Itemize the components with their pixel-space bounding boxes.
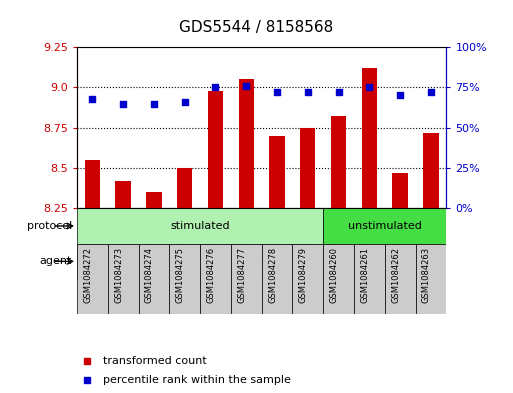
Bar <box>115 181 131 208</box>
Text: GSM1084263: GSM1084263 <box>422 213 431 268</box>
Text: GSM1084276: GSM1084276 <box>206 247 215 303</box>
Text: GSM1084261: GSM1084261 <box>360 213 369 268</box>
Bar <box>362 68 377 208</box>
Text: GSM1084276: GSM1084276 <box>206 213 215 268</box>
Point <box>150 100 158 107</box>
Text: GSM1084261: GSM1084261 <box>360 247 369 303</box>
Text: GSM1084262: GSM1084262 <box>391 247 400 303</box>
Bar <box>77 244 200 279</box>
Bar <box>200 244 231 314</box>
Bar <box>177 168 192 208</box>
Text: GSM1084260: GSM1084260 <box>329 213 339 268</box>
Text: GSM1084279: GSM1084279 <box>299 213 308 268</box>
Bar <box>416 244 446 314</box>
Point <box>181 99 189 105</box>
Text: transformed count: transformed count <box>103 356 206 366</box>
Point <box>119 100 127 107</box>
Bar <box>323 208 446 244</box>
Point <box>334 89 343 95</box>
Bar <box>108 244 139 314</box>
Bar <box>331 116 346 208</box>
Text: GSM1084260: GSM1084260 <box>329 247 339 303</box>
Point <box>427 89 435 95</box>
Point <box>396 92 404 99</box>
Text: GSM1084277: GSM1084277 <box>237 247 246 303</box>
Text: stimulated: stimulated <box>170 221 230 231</box>
Bar <box>269 136 285 208</box>
Text: unstimulated: unstimulated <box>348 221 422 231</box>
Text: control: control <box>365 256 404 266</box>
Bar <box>300 128 315 208</box>
Bar <box>262 244 292 314</box>
Text: GSM1084277: GSM1084277 <box>237 213 246 268</box>
Text: GSM1084273: GSM1084273 <box>114 213 123 268</box>
Point <box>242 83 250 89</box>
Text: GSM1084278: GSM1084278 <box>268 247 277 303</box>
Bar <box>323 244 446 279</box>
Bar <box>200 244 323 279</box>
Bar <box>323 244 354 314</box>
Bar <box>169 244 200 314</box>
Text: GSM1084272: GSM1084272 <box>83 213 92 268</box>
Text: GSM1084278: GSM1084278 <box>268 213 277 268</box>
Text: GSM1084274: GSM1084274 <box>145 247 154 303</box>
Point <box>211 84 220 90</box>
Text: percentile rank within the sample: percentile rank within the sample <box>103 375 290 386</box>
Text: GSM1084275: GSM1084275 <box>175 213 185 268</box>
Text: GSM1084273: GSM1084273 <box>114 247 123 303</box>
Bar <box>423 132 439 208</box>
Text: GDS5544 / 8158568: GDS5544 / 8158568 <box>180 20 333 35</box>
Text: control: control <box>119 256 158 266</box>
Bar <box>292 244 323 314</box>
Bar <box>77 208 323 244</box>
Bar <box>139 244 169 314</box>
Text: GSM1084263: GSM1084263 <box>422 247 431 303</box>
Text: protocol: protocol <box>27 221 72 231</box>
Point <box>88 95 96 102</box>
Bar <box>85 160 100 208</box>
Bar <box>231 244 262 314</box>
Point <box>365 84 373 90</box>
Bar <box>239 79 254 208</box>
Text: GSM1084279: GSM1084279 <box>299 247 308 303</box>
Text: GSM1084262: GSM1084262 <box>391 213 400 268</box>
Bar <box>392 173 408 208</box>
Bar <box>146 192 162 208</box>
Point <box>304 89 312 95</box>
Text: GSM1084275: GSM1084275 <box>175 247 185 303</box>
Bar <box>354 244 385 314</box>
Text: GSM1084272: GSM1084272 <box>83 247 92 303</box>
Text: GSM1084274: GSM1084274 <box>145 213 154 268</box>
Bar <box>208 91 223 208</box>
Point <box>273 89 281 95</box>
Text: agent: agent <box>40 256 72 266</box>
Bar <box>385 244 416 314</box>
Bar <box>77 244 108 314</box>
Text: edelfosine: edelfosine <box>233 256 290 266</box>
